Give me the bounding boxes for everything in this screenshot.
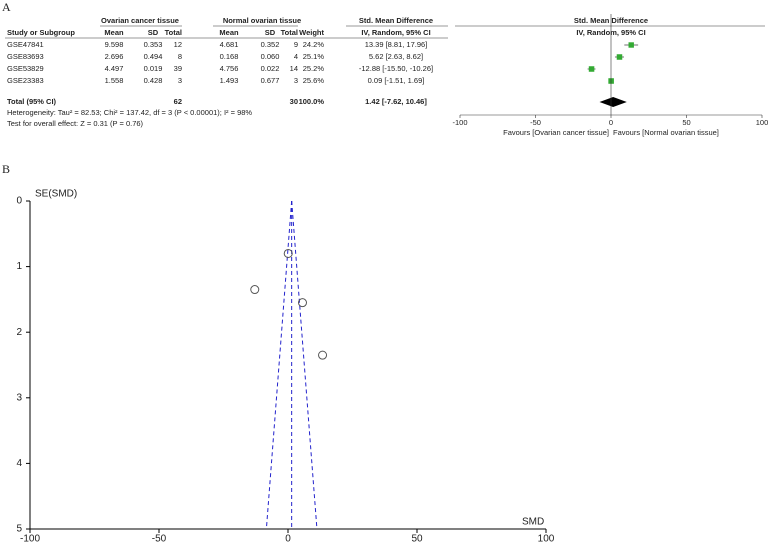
table-cell: 0.494: [144, 52, 163, 61]
x-tick-label: 0: [609, 118, 613, 127]
x-axis-label: SMD: [522, 517, 544, 528]
table-cell: 25.2%: [303, 64, 325, 73]
funnel-limit: [291, 200, 318, 530]
x-tick-label: 0: [285, 534, 291, 545]
table-cell: 0.019: [144, 64, 163, 73]
y-tick-label: 0: [16, 196, 22, 207]
table-cell: 13.39 [8.81, 17.96]: [365, 40, 428, 49]
y-tick-label: 2: [16, 327, 22, 338]
effect-square: [616, 54, 623, 60]
total-diamond: [599, 97, 627, 107]
table-cell: 0.353: [144, 40, 163, 49]
table-cell: 25.1%: [303, 52, 325, 61]
total-cell: 1.42 [-7.62, 10.46]: [365, 97, 427, 106]
study-point: [283, 248, 293, 258]
table-cell: 0.09 [-1.51, 1.69]: [368, 76, 425, 85]
x-tick-label: 50: [411, 534, 423, 545]
table-cell: 2.696: [105, 52, 124, 61]
table-cell: 0.677: [261, 76, 280, 85]
table-cell: GSE53829: [7, 64, 44, 73]
table-cell: 1.493: [220, 76, 239, 85]
table-cell: GSE23383: [7, 76, 44, 85]
table-cell: 5.62 [2.63, 8.62]: [369, 52, 423, 61]
table-cell: 4.497: [105, 64, 124, 73]
table-cell: 0.428: [144, 76, 163, 85]
column-header: Total: [165, 28, 182, 37]
y-tick-label: 1: [16, 261, 22, 272]
forest-plot: Ovarian cancer tissue Normal ovarian tiss…: [5, 14, 768, 137]
x-tick-label: -100: [452, 118, 467, 127]
column-header: Mean: [219, 28, 239, 37]
column-header: Total: [281, 28, 298, 37]
table-cell: 4.681: [220, 40, 239, 49]
table-cell: 3: [294, 76, 298, 85]
table-cell: 12: [174, 40, 182, 49]
table-cell: 9.598: [105, 40, 124, 49]
table-cell: 39: [174, 64, 182, 73]
table-cell: 0.060: [261, 52, 280, 61]
total-label: Total (95% CI): [7, 97, 57, 106]
x-tick-label: -50: [530, 118, 541, 127]
column-header: SD: [265, 28, 276, 37]
panel-label: B: [2, 162, 10, 176]
table-cell: 14: [290, 64, 298, 73]
panel-label: A: [2, 0, 11, 14]
total-cell: 30: [290, 97, 298, 106]
x-tick-label: 100: [756, 118, 769, 127]
x-tick-label: 50: [682, 118, 690, 127]
total-cell: 100.0%: [299, 97, 325, 106]
group-header: Std. Mean Difference: [359, 16, 433, 25]
table-cell: 0.352: [261, 40, 280, 49]
heterogeneity: Heterogeneity: Tau² = 82.53; Chi² = 137.…: [7, 108, 252, 117]
column-header: Study or Subgroup: [7, 28, 75, 37]
table-cell: GSE47841: [7, 40, 44, 49]
table-cell: 4: [294, 52, 298, 61]
y-axis-label: SE(SMD): [35, 189, 77, 200]
table-cell: 9: [294, 40, 298, 49]
table-cell: 4.756: [220, 64, 239, 73]
table-cell: 8: [178, 52, 182, 61]
x-tick-label: -50: [152, 534, 167, 545]
favours-label: Favours [Normal ovarian tissue]: [613, 128, 719, 137]
funnel-limit: [265, 200, 293, 530]
table-cell: 0.022: [261, 64, 280, 73]
effect-square: [628, 42, 634, 48]
effect-square: [588, 66, 595, 72]
table-cell: -12.88 [-15.50, -10.26]: [359, 64, 433, 73]
table-cell: 1.558: [105, 76, 124, 85]
table-cell: 0.168: [220, 52, 239, 61]
table-cell: 24.2%: [303, 40, 325, 49]
table-cell: 25.6%: [303, 76, 325, 85]
column-header: IV, Random, 95% CI: [361, 28, 430, 37]
column-header: Weight: [299, 28, 324, 37]
x-tick-label: 100: [538, 534, 555, 545]
study-point: [250, 285, 260, 295]
overall-test: Test for overall effect: Z = 0.31 (P = 0…: [7, 119, 144, 128]
y-tick-label: 4: [16, 458, 22, 469]
table-cell: 3: [178, 76, 182, 85]
study-point: [297, 298, 307, 308]
x-tick-label: -100: [20, 534, 40, 545]
funnel-plot: 0 1 2 3 4 5-100 -50 0 50 100 SE(SMD) SMD: [16, 189, 554, 545]
total-cell: 62: [174, 97, 182, 106]
table-cell: GSE83693: [7, 52, 44, 61]
group-header: Ovarian cancer tissue: [101, 16, 179, 25]
group-header: Normal ovarian tissue: [223, 16, 301, 25]
column-header: Mean: [104, 28, 124, 37]
y-tick-label: 5: [16, 524, 22, 535]
column-header: SD: [148, 28, 159, 37]
favours-label: Favours [Ovarian cancer tissue]: [503, 128, 609, 137]
y-tick-label: 3: [16, 392, 22, 403]
study-point: [318, 350, 328, 360]
